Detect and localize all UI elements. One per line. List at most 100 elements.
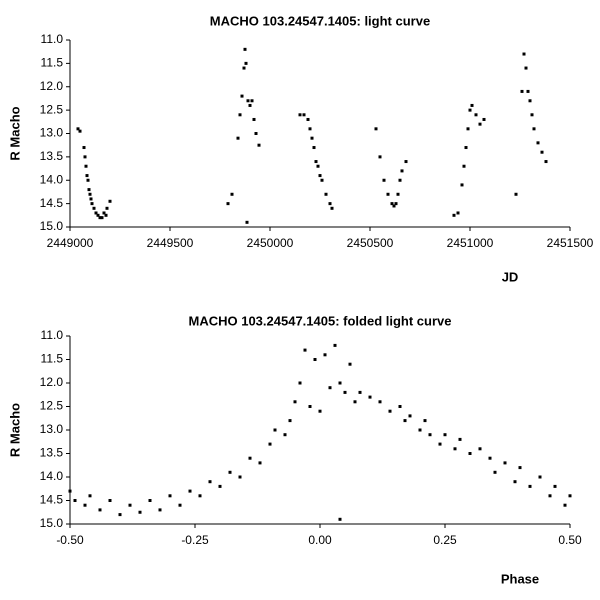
point	[460, 183, 464, 187]
point	[503, 461, 507, 465]
y-tick-label: 13.0	[40, 422, 64, 436]
chart-title: MACHO 103.24547.1405: light curve	[210, 13, 430, 28]
x-tick-label: -0.25	[181, 533, 209, 547]
point	[78, 129, 82, 133]
point	[244, 61, 248, 65]
point	[102, 211, 106, 215]
point	[443, 433, 447, 437]
point	[243, 47, 247, 51]
point	[493, 470, 497, 474]
point	[310, 136, 314, 140]
point	[468, 108, 472, 112]
point	[94, 211, 98, 215]
point	[148, 499, 152, 502]
point	[520, 89, 524, 93]
point	[394, 202, 398, 206]
point	[92, 206, 96, 210]
point	[328, 386, 332, 390]
point	[138, 510, 142, 514]
point	[100, 216, 104, 220]
y-tick-label: 15.0	[40, 219, 64, 233]
point	[178, 503, 182, 507]
y-tick-label: 12.5	[40, 102, 64, 116]
point	[308, 127, 312, 131]
x-axis-label: JD	[502, 269, 519, 284]
point	[398, 178, 402, 182]
point	[98, 216, 102, 220]
point	[532, 127, 536, 131]
point	[456, 211, 460, 215]
y-tick-label: 13.5	[40, 149, 64, 163]
point	[96, 213, 100, 217]
point	[553, 484, 557, 488]
point	[302, 113, 306, 117]
point	[536, 141, 540, 145]
point	[324, 192, 328, 196]
point	[128, 503, 132, 507]
point	[470, 103, 474, 107]
y-tick-label: 14.0	[40, 172, 64, 186]
point	[158, 508, 162, 512]
point	[392, 204, 396, 208]
point	[308, 405, 312, 408]
point	[312, 146, 316, 150]
point	[236, 136, 240, 140]
point	[238, 113, 242, 117]
x-tick-label: 2449500	[147, 236, 194, 250]
y-tick-label: 13.5	[40, 446, 64, 460]
point	[438, 442, 442, 446]
y-tick-label: 14.5	[40, 196, 64, 210]
point	[524, 66, 528, 70]
point	[526, 89, 530, 93]
point	[318, 409, 322, 413]
point	[298, 113, 302, 117]
point	[458, 437, 462, 441]
y-tick-label: 11.0	[41, 328, 64, 342]
x-tick-label: 2450500	[347, 236, 394, 250]
y-tick-label: 14.5	[40, 493, 64, 507]
point	[403, 419, 407, 423]
point	[398, 405, 402, 408]
x-tick-label: 0.00	[308, 533, 332, 547]
point	[388, 409, 392, 413]
point	[333, 343, 337, 347]
point	[105, 206, 109, 210]
point	[188, 489, 192, 493]
point	[343, 390, 347, 394]
point	[283, 433, 287, 437]
x-tick-label: 2451500	[547, 236, 594, 250]
y-tick-label: 12.0	[40, 375, 64, 389]
point	[88, 494, 92, 498]
point	[288, 419, 292, 423]
point	[488, 456, 492, 460]
point	[108, 199, 112, 203]
point	[316, 164, 320, 168]
point	[462, 164, 466, 168]
point	[306, 117, 310, 121]
point	[404, 160, 408, 164]
point	[563, 503, 567, 507]
point	[378, 155, 382, 159]
point	[242, 66, 246, 70]
point	[73, 499, 77, 502]
x-tick-label: 2450000	[247, 236, 294, 250]
point	[314, 160, 318, 164]
point	[528, 484, 532, 488]
point	[168, 494, 172, 498]
x-tick-label: 2451000	[447, 236, 494, 250]
point	[348, 362, 352, 366]
point	[82, 146, 86, 150]
y-axis-label: R Macho	[7, 403, 22, 457]
point	[568, 494, 572, 498]
point	[423, 419, 427, 423]
point	[514, 192, 518, 196]
point	[530, 113, 534, 117]
point	[328, 202, 332, 206]
point	[408, 414, 412, 418]
point	[466, 127, 470, 131]
point	[87, 188, 91, 192]
point	[453, 447, 457, 451]
point	[358, 390, 362, 394]
point	[338, 381, 342, 385]
point	[452, 213, 456, 217]
